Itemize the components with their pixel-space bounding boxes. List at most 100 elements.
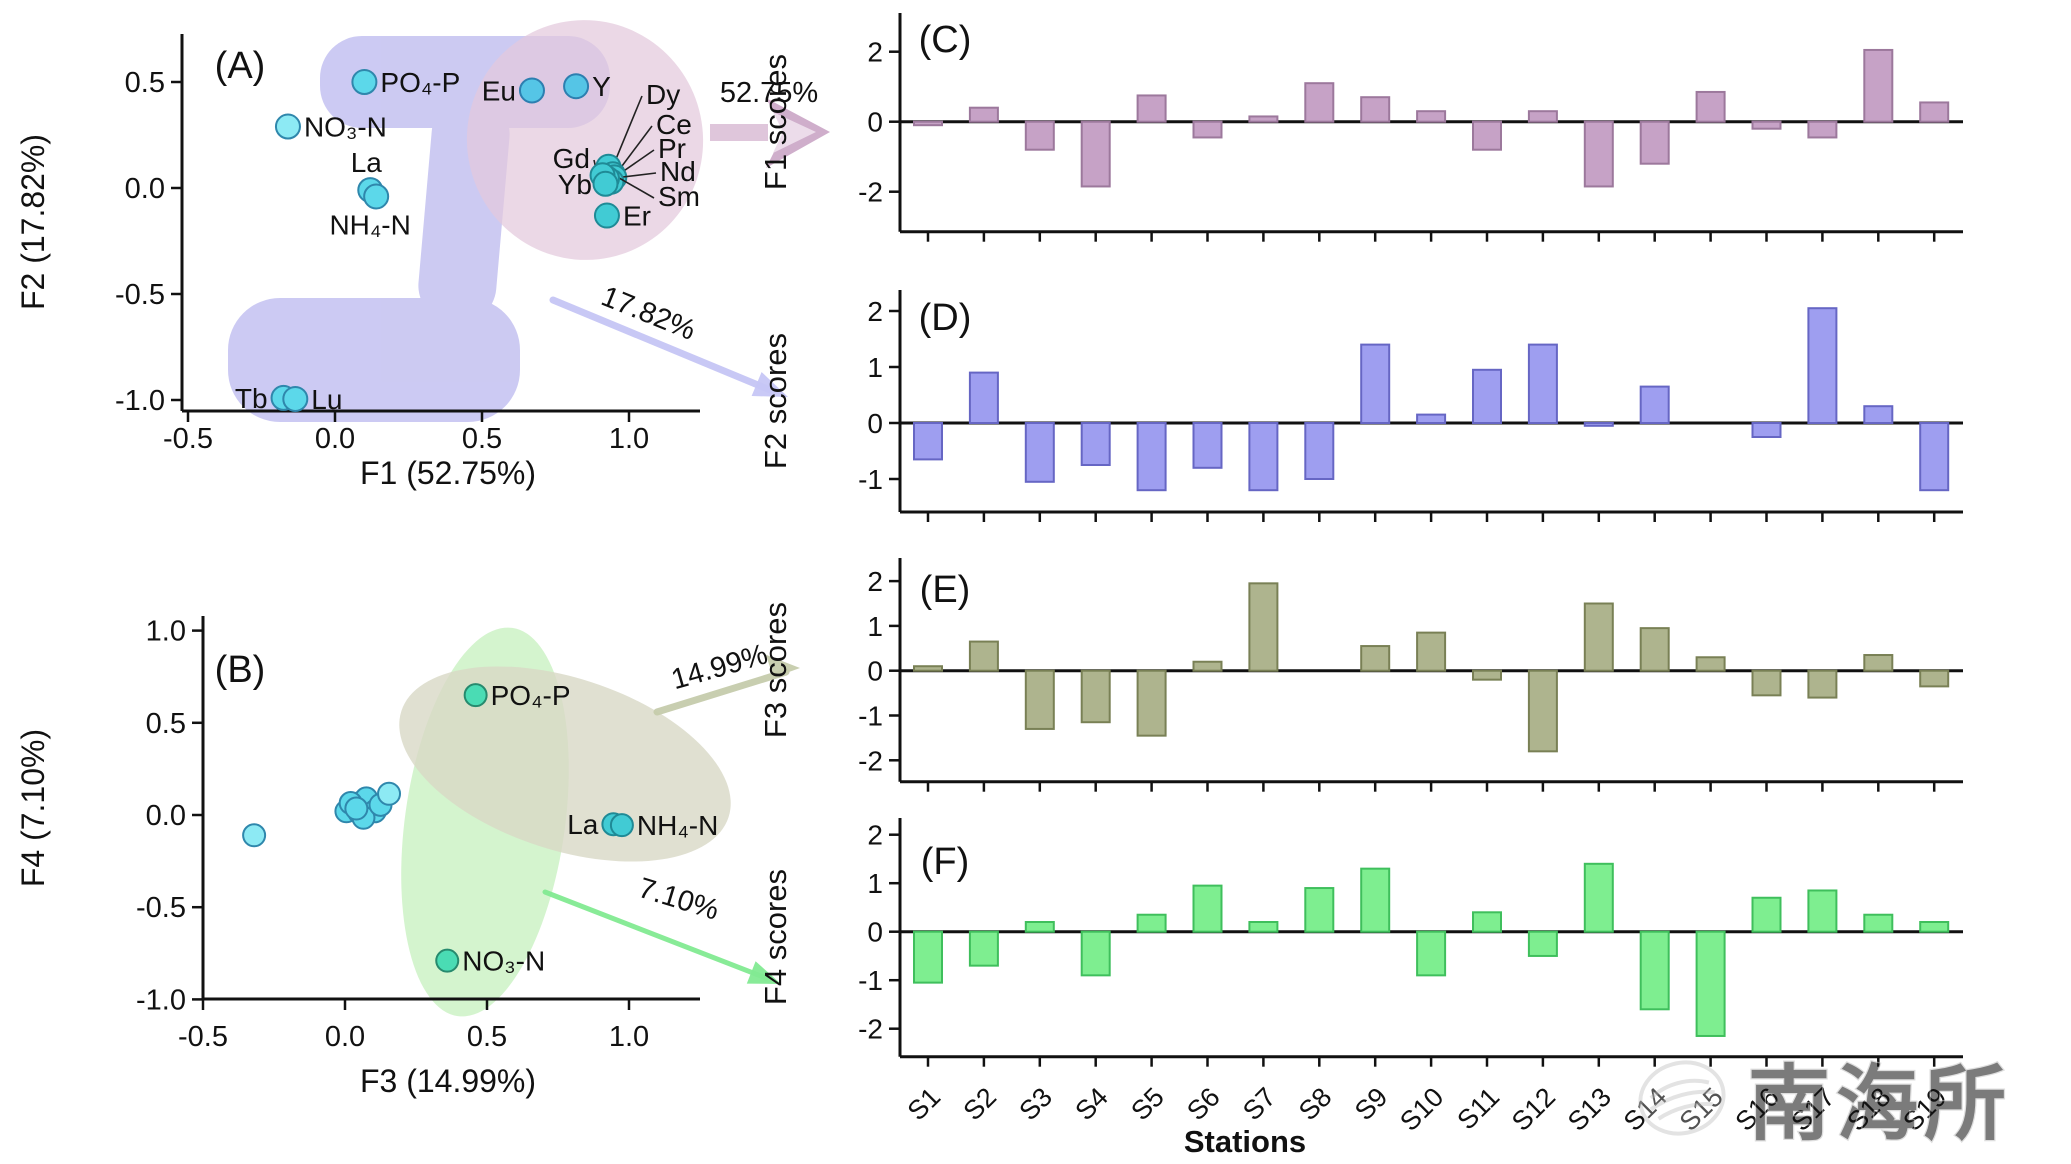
panel-f: 2 1 0 -1 -2 (F) F4 scores bbox=[758, 818, 1963, 1067]
y-axis-title: F4 scores bbox=[758, 869, 793, 1005]
x-tick-label: 1.0 bbox=[609, 1021, 649, 1053]
bar-s19-f1 bbox=[1919, 101, 1950, 123]
bar-s1-f4 bbox=[913, 930, 943, 984]
bar-s2-f3 bbox=[968, 640, 999, 672]
y-tick-label: 1 bbox=[867, 868, 883, 899]
x-axis-title: F1 (52.75%) bbox=[360, 455, 536, 491]
point-label: PO₄-P bbox=[380, 67, 460, 98]
annotation-arrow-line bbox=[549, 296, 774, 394]
bar-s4-f2 bbox=[1080, 422, 1111, 466]
panel-e: 2 1 0 -1 -2 (E) F3 scores bbox=[758, 558, 1963, 792]
bar-s19-f2 bbox=[1919, 422, 1950, 492]
x-tick-label: 1.0 bbox=[609, 423, 649, 455]
data-point-NH₄-N bbox=[609, 813, 634, 838]
x-tick-label: 0.0 bbox=[325, 1021, 365, 1053]
y-axis-title: F2 scores bbox=[758, 333, 793, 469]
bar-s10-f2 bbox=[1416, 413, 1447, 425]
bar-s9-f1 bbox=[1360, 96, 1391, 123]
shell-logo-icon bbox=[1638, 1060, 1726, 1136]
bar-s10-f4 bbox=[1416, 930, 1447, 977]
bar-s14-f4 bbox=[1639, 930, 1670, 1011]
panel-c: 2 0 -2 (C) F1 scores bbox=[758, 13, 1963, 242]
point-label: La bbox=[567, 809, 599, 840]
bar-s3-f4 bbox=[1024, 921, 1055, 933]
bar-s10-f3 bbox=[1416, 631, 1447, 672]
y-tick-label: 1 bbox=[867, 352, 883, 383]
annotation-arrow-line bbox=[653, 668, 790, 716]
bar-s5-f1 bbox=[1136, 94, 1167, 123]
data-point-NO₃-N bbox=[274, 113, 301, 140]
y-axis-title: F3 scores bbox=[758, 602, 793, 738]
panel-b: 14.99% 7.10% 1.0 0.5 0.0 -0.5 -1.0 -0.5 0.0 0.5 1.… bbox=[15, 616, 800, 1099]
station-label-s2: S2 bbox=[958, 1082, 1003, 1127]
bar-s8-f4 bbox=[1304, 887, 1335, 933]
station-label-s12: S12 bbox=[1506, 1082, 1561, 1137]
bar-s9-f2 bbox=[1360, 343, 1391, 425]
bar-s12-f1 bbox=[1527, 110, 1558, 123]
panel-letter: (E) bbox=[920, 569, 971, 611]
bar-s18-f4 bbox=[1863, 913, 1894, 933]
bar-s5-f4 bbox=[1136, 913, 1167, 933]
y-tick-label: -2 bbox=[858, 177, 883, 208]
y-tick-label: 0.5 bbox=[146, 708, 186, 740]
annotation-percent-label: 14.99% bbox=[668, 638, 771, 696]
y-tick-label: 0.0 bbox=[146, 800, 186, 832]
bar-s7-f4 bbox=[1248, 921, 1279, 933]
annotation-arrow-head bbox=[751, 372, 788, 397]
point-label: NO₃-N bbox=[304, 112, 387, 143]
watermark-text: 南海所 bbox=[1748, 1059, 2012, 1150]
callout-leader-line bbox=[617, 172, 657, 179]
x-tick-label: 0.5 bbox=[462, 423, 502, 455]
data-point-NH₄-N bbox=[363, 183, 390, 210]
bar-s8-f2 bbox=[1304, 422, 1335, 480]
bar-s17-f3 bbox=[1807, 669, 1838, 699]
bar-s6-f4 bbox=[1192, 884, 1223, 933]
bar-s7-f2 bbox=[1248, 422, 1279, 492]
y-axis-title: F2 (17.82%) bbox=[15, 134, 51, 310]
station-label-s5: S5 bbox=[1125, 1082, 1170, 1127]
bar-s3-f3 bbox=[1024, 669, 1055, 730]
bar-s18-f2 bbox=[1863, 405, 1894, 425]
data-point-Lu bbox=[282, 385, 309, 412]
annotation-percent-label: 52.75% bbox=[720, 77, 818, 109]
point-label: NH₄-N bbox=[329, 209, 410, 240]
station-label-s6: S6 bbox=[1181, 1082, 1226, 1127]
point-label: La bbox=[351, 147, 383, 178]
y-tick-label: -0.5 bbox=[115, 279, 165, 311]
data-point-Yb bbox=[592, 170, 619, 197]
y-tick-label: 0 bbox=[867, 408, 883, 439]
point-label: Sm bbox=[658, 181, 700, 212]
bar-s15-f1 bbox=[1695, 90, 1726, 123]
annotation-percent-label: 7.10% bbox=[635, 872, 723, 927]
point-label: Lu bbox=[311, 384, 342, 415]
panel-a: 52.75%17.82%0.50.0-0.5-1.0-0.5 0.0 0.5 1.0F… bbox=[15, 34, 830, 491]
bar-s5-f2 bbox=[1136, 422, 1167, 492]
bar-s4-f1 bbox=[1080, 120, 1111, 188]
data-point-NO₃-N bbox=[435, 948, 460, 973]
panel-letter: (F) bbox=[921, 841, 970, 883]
y-tick-label: -1 bbox=[858, 965, 883, 996]
bar-s16-f2 bbox=[1751, 422, 1782, 438]
bar-s3-f1 bbox=[1024, 120, 1055, 151]
y-axis-title: F1 scores bbox=[758, 54, 793, 190]
point-label: PO₄-P bbox=[491, 680, 571, 711]
bar-s9-f3 bbox=[1360, 645, 1391, 672]
bar-s11-f1 bbox=[1472, 120, 1502, 151]
y-tick-label: -0.5 bbox=[136, 892, 186, 924]
annotation-arrow-head bbox=[765, 654, 800, 678]
bar-s11-f3 bbox=[1472, 669, 1502, 681]
station-label-s11: S11 bbox=[1451, 1082, 1505, 1136]
point-label: Eu bbox=[482, 75, 516, 106]
data-point-Y bbox=[563, 73, 590, 100]
bar-s15-f3 bbox=[1695, 656, 1726, 672]
f1-arrow-head-inner bbox=[773, 112, 816, 153]
y-tick-label: 0 bbox=[867, 656, 883, 687]
bar-s6-f1 bbox=[1192, 120, 1223, 139]
bar-s3-f2 bbox=[1024, 422, 1055, 483]
station-label-s1: S1 bbox=[902, 1082, 947, 1127]
bar-s17-f4 bbox=[1807, 889, 1838, 933]
y-tick-label: -1 bbox=[858, 701, 883, 732]
data-point-Eu bbox=[518, 77, 545, 104]
